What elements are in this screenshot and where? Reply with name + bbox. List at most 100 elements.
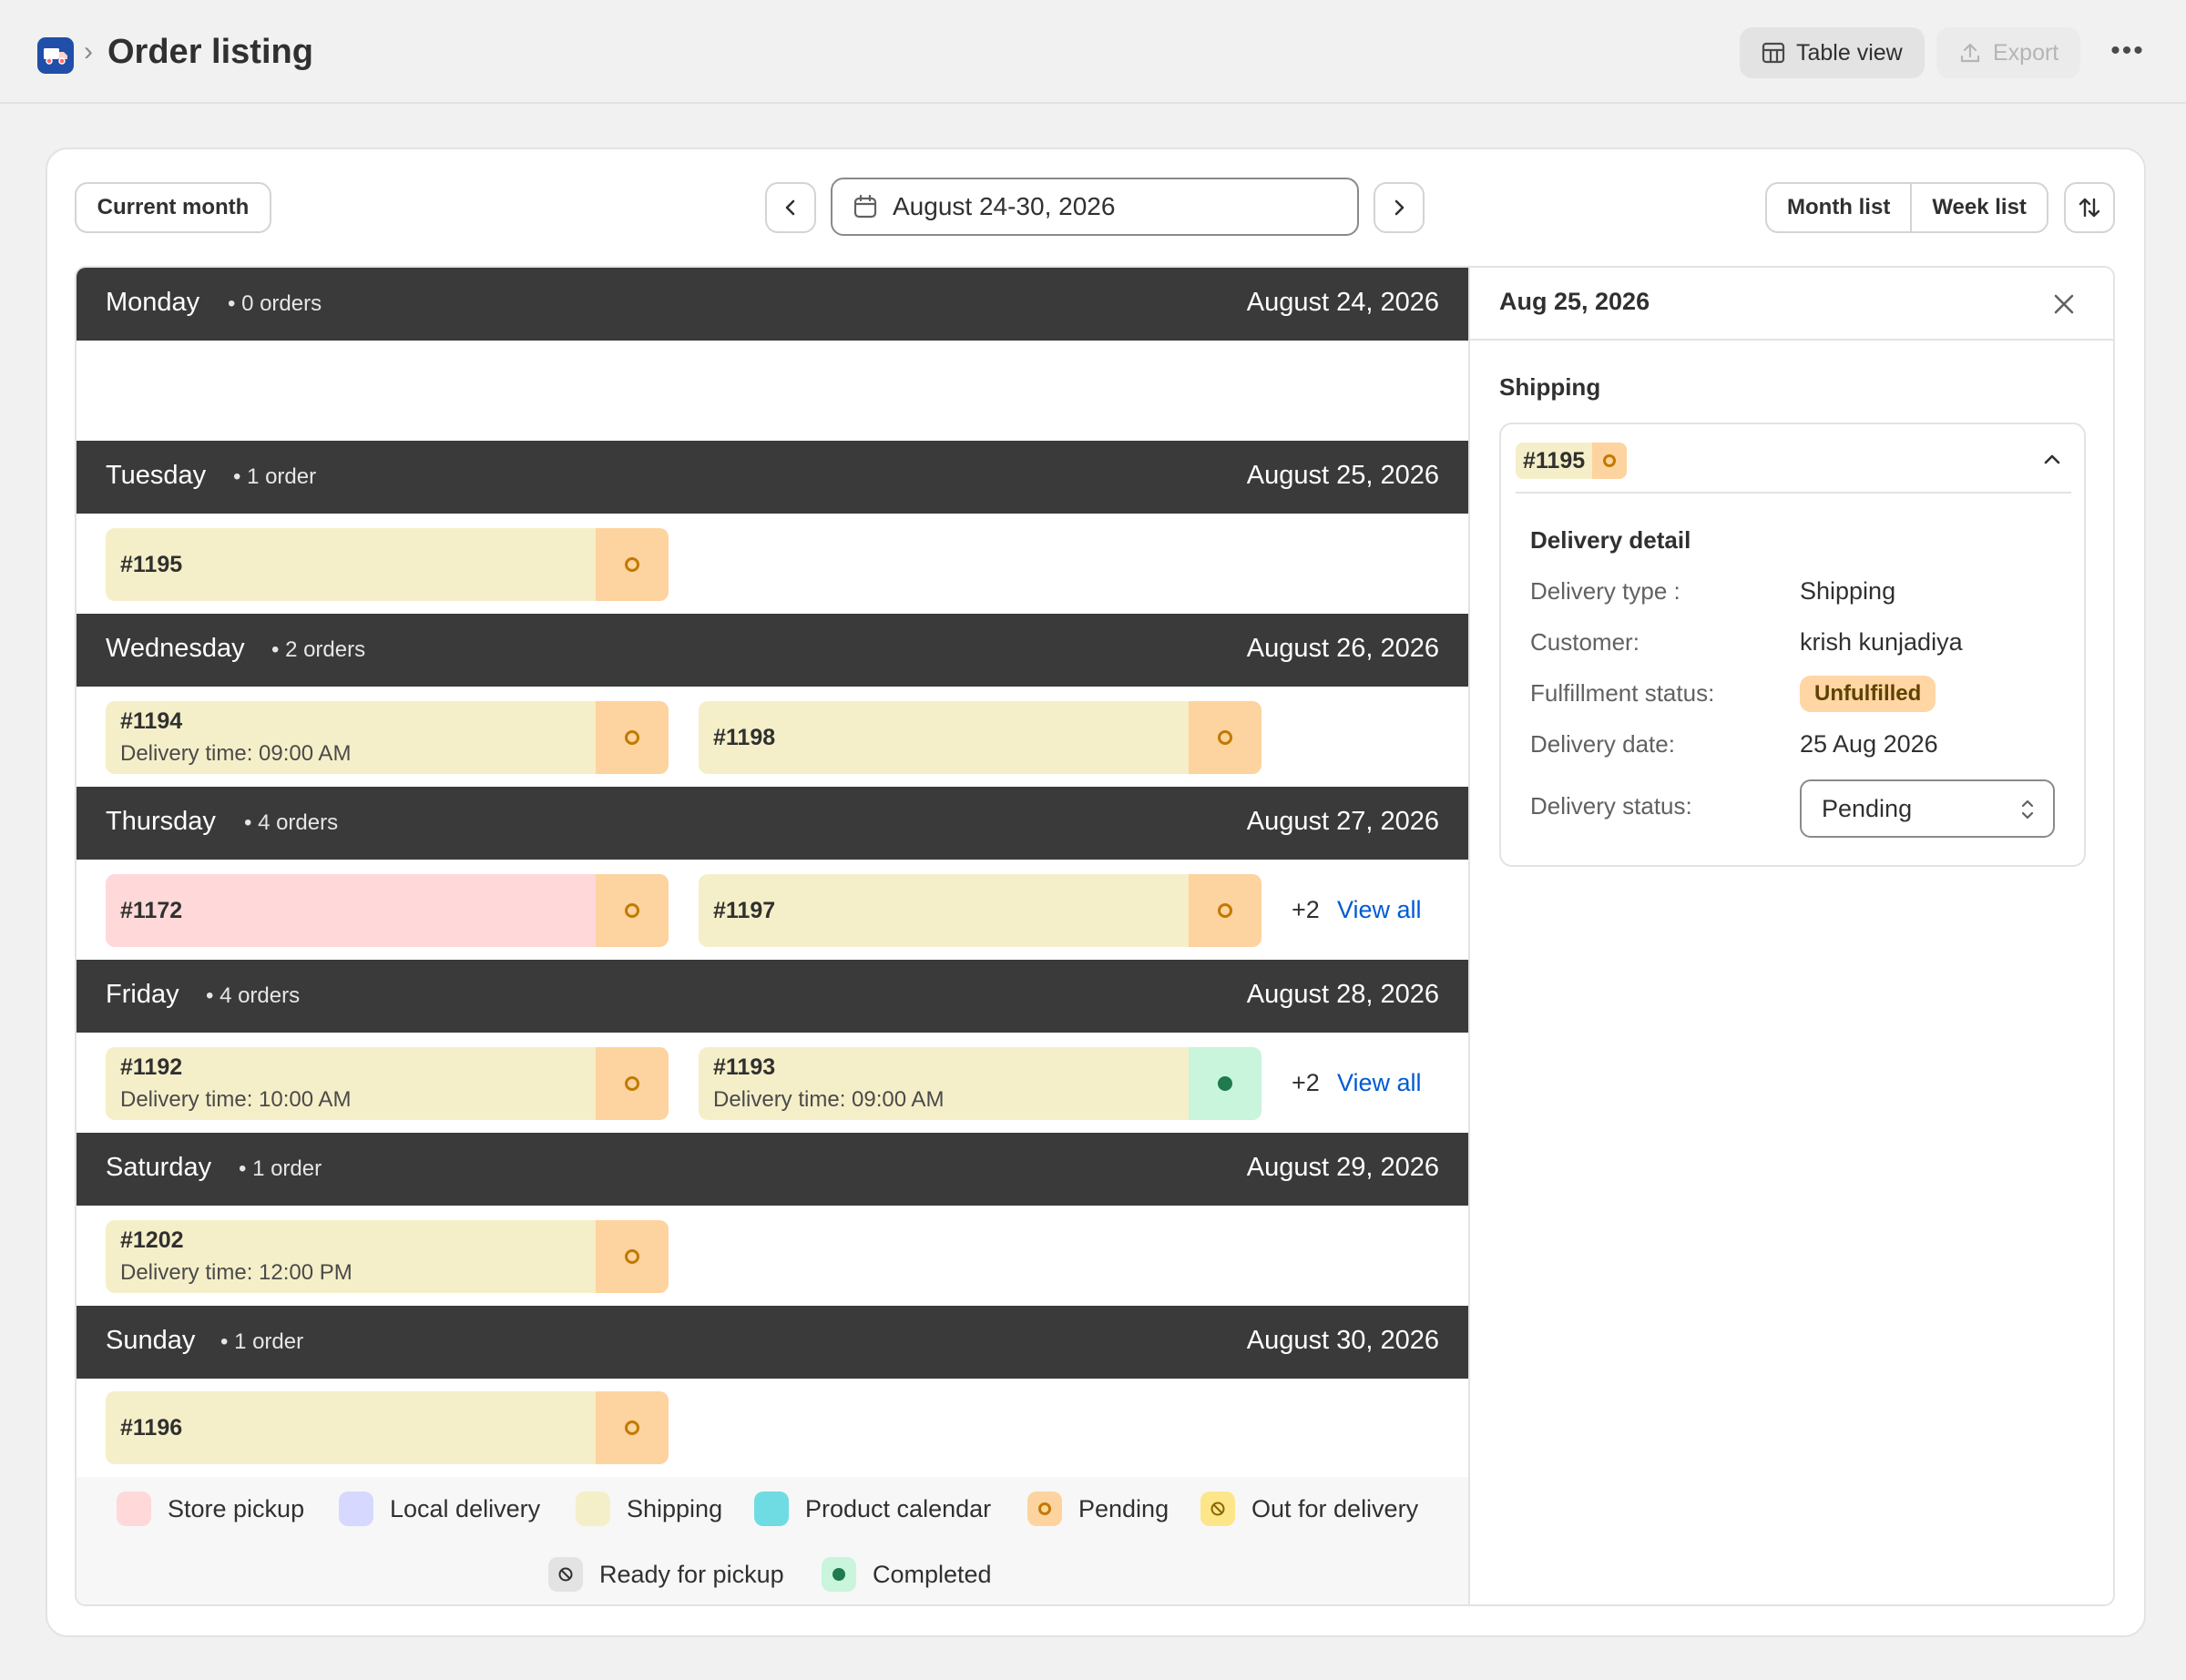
delivery-type-label: Delivery type : — [1530, 577, 1680, 605]
order-delivery-time: Delivery time: 09:00 AM — [713, 1087, 945, 1112]
pending-icon — [1027, 1492, 1062, 1526]
legend-label: Shipping — [627, 1494, 723, 1522]
product-calendar-swatch — [754, 1492, 789, 1526]
delivery-type-value: Shipping — [1800, 577, 1896, 605]
legend-label: Local delivery — [390, 1494, 541, 1522]
day-name: Tuesday — [106, 461, 207, 490]
order-card-1172[interactable]: #1172 — [106, 874, 669, 947]
day-date: August 30, 2026 — [1246, 1326, 1439, 1355]
breadcrumb-chevron-icon: › — [84, 36, 93, 66]
order-card-1194[interactable]: #1194 Delivery time: 09:00 AM — [106, 701, 669, 774]
customer-value: krish kunjadiya — [1800, 628, 1963, 656]
legend: Store pickup Local delivery Shipping Pro… — [77, 1477, 1468, 1604]
legend-ready-for-pickup: Ready for pickup — [548, 1557, 784, 1592]
day-order-count: • 0 orders — [228, 291, 322, 316]
day-header-monday: Monday • 0 orders August 24, 2026 — [77, 268, 1468, 341]
day-name: Thursday — [106, 807, 216, 836]
more-actions-button[interactable]: ••• — [2110, 36, 2145, 66]
previous-week-button[interactable] — [765, 182, 816, 233]
legend-local-delivery: Local delivery — [339, 1492, 540, 1526]
pending-status-icon — [1592, 443, 1628, 479]
date-range-picker[interactable]: August 24-30, 2026 — [831, 178, 1359, 236]
table-icon — [1762, 42, 1785, 64]
customer-label: Customer: — [1530, 628, 1640, 656]
order-id: #1202 — [120, 1227, 184, 1253]
delivery-truck-icon[interactable] — [37, 37, 74, 74]
order-tag-1195[interactable]: #1195 — [1516, 443, 1628, 479]
chevron-right-icon — [1394, 199, 1405, 216]
legend-out-for-delivery: Out for delivery — [1200, 1492, 1418, 1526]
day-order-count: • 4 orders — [244, 810, 339, 835]
week-list-button[interactable]: Week list — [1910, 184, 2047, 231]
legend-label: Ready for pickup — [599, 1560, 784, 1588]
legend-label: Pending — [1078, 1494, 1170, 1522]
order-id: #1195 — [120, 552, 183, 577]
day-date: August 24, 2026 — [1246, 288, 1439, 317]
export-button[interactable]: Export — [1936, 27, 2081, 78]
pending-status-icon — [596, 528, 669, 601]
legend-completed: Completed — [822, 1557, 992, 1592]
day-header-wednesday: Wednesday • 2 orders August 26, 2026 — [77, 614, 1468, 687]
store-pickup-swatch — [117, 1492, 151, 1526]
view-all-link[interactable]: View all — [1337, 1069, 1422, 1096]
legend-label: Store pickup — [168, 1494, 305, 1522]
next-week-button[interactable] — [1374, 182, 1425, 233]
month-list-button[interactable]: Month list — [1787, 195, 1891, 219]
day-order-count: • 1 order — [233, 464, 317, 489]
fulfillment-status-label: Fulfillment status: — [1530, 679, 1715, 707]
table-view-button[interactable]: Table view — [1740, 27, 1925, 78]
delivery-status-label: Delivery status: — [1530, 792, 1692, 820]
order-card-1197[interactable]: #1197 — [699, 874, 1262, 947]
completed-status-icon — [1189, 1047, 1262, 1120]
day-name: Monday — [106, 288, 200, 317]
date-range-value: August 24-30, 2026 — [893, 192, 1116, 220]
order-delivery-time: Delivery time: 12:00 PM — [120, 1260, 352, 1285]
day-header-tuesday: Tuesday • 1 order August 25, 2026 — [77, 441, 1468, 514]
pending-status-icon — [1189, 701, 1262, 774]
sort-button[interactable] — [2064, 182, 2115, 233]
order-card-1198[interactable]: #1198 — [699, 701, 1262, 774]
day-name: Sunday — [106, 1326, 196, 1355]
more-orders-count: +2 — [1292, 896, 1320, 923]
close-icon[interactable] — [2049, 290, 2079, 319]
delivery-status-select[interactable]: Pending — [1800, 779, 2055, 838]
day-order-count: • 4 orders — [206, 983, 301, 1008]
order-id: #1172 — [120, 898, 183, 923]
order-id: #1193 — [713, 1054, 776, 1080]
delivery-date-label: Delivery date: — [1530, 730, 1675, 758]
view-all-link[interactable]: View all — [1337, 896, 1422, 923]
order-id: #1192 — [120, 1054, 183, 1080]
legend-label: Out for delivery — [1251, 1494, 1419, 1522]
top-bar: › Order listing Table view Export ••• — [0, 0, 2186, 104]
order-id: #1194 — [120, 708, 183, 734]
order-detail-panel: Aug 25, 2026 Shipping #1195 Delivery det… — [1468, 268, 2113, 1604]
order-card-1192[interactable]: #1192 Delivery time: 10:00 AM — [106, 1047, 669, 1120]
order-card-1195[interactable]: #1195 — [106, 528, 669, 601]
divider — [1516, 492, 2071, 494]
day-name: Friday — [106, 980, 179, 1009]
out-for-delivery-icon — [1200, 1492, 1235, 1526]
order-delivery-time: Delivery time: 09:00 AM — [120, 741, 352, 766]
completed-icon — [822, 1557, 856, 1592]
order-id: #1196 — [120, 1415, 183, 1441]
week-list: Monday • 0 orders August 24, 2026 Tuesda… — [77, 268, 1468, 1604]
export-icon — [1960, 43, 1980, 63]
legend-store-pickup: Store pickup — [117, 1492, 304, 1526]
legend-product-calendar: Product calendar — [754, 1492, 991, 1526]
chevron-left-icon — [785, 199, 795, 216]
order-card-1202[interactable]: #1202 Delivery time: 12:00 PM — [106, 1220, 669, 1293]
order-card-1196[interactable]: #1196 — [106, 1391, 669, 1464]
chevron-up-icon[interactable] — [2040, 448, 2064, 472]
legend-shipping: Shipping — [576, 1492, 722, 1526]
day-header-saturday: Saturday • 1 order August 29, 2026 — [77, 1133, 1468, 1206]
day-order-count: • 2 orders — [271, 637, 366, 662]
pending-status-icon — [596, 1220, 669, 1293]
order-accordion: #1195 Delivery detail Delivery type : Sh… — [1499, 423, 2086, 867]
ready-for-pickup-icon — [548, 1557, 583, 1592]
export-label: Export — [1993, 39, 2059, 66]
order-id: #1198 — [713, 725, 776, 750]
day-date: August 25, 2026 — [1246, 461, 1439, 490]
current-month-button[interactable]: Current month — [75, 182, 271, 233]
select-arrows-icon — [2021, 799, 2034, 820]
order-card-1193[interactable]: #1193 Delivery time: 09:00 AM — [699, 1047, 1262, 1120]
